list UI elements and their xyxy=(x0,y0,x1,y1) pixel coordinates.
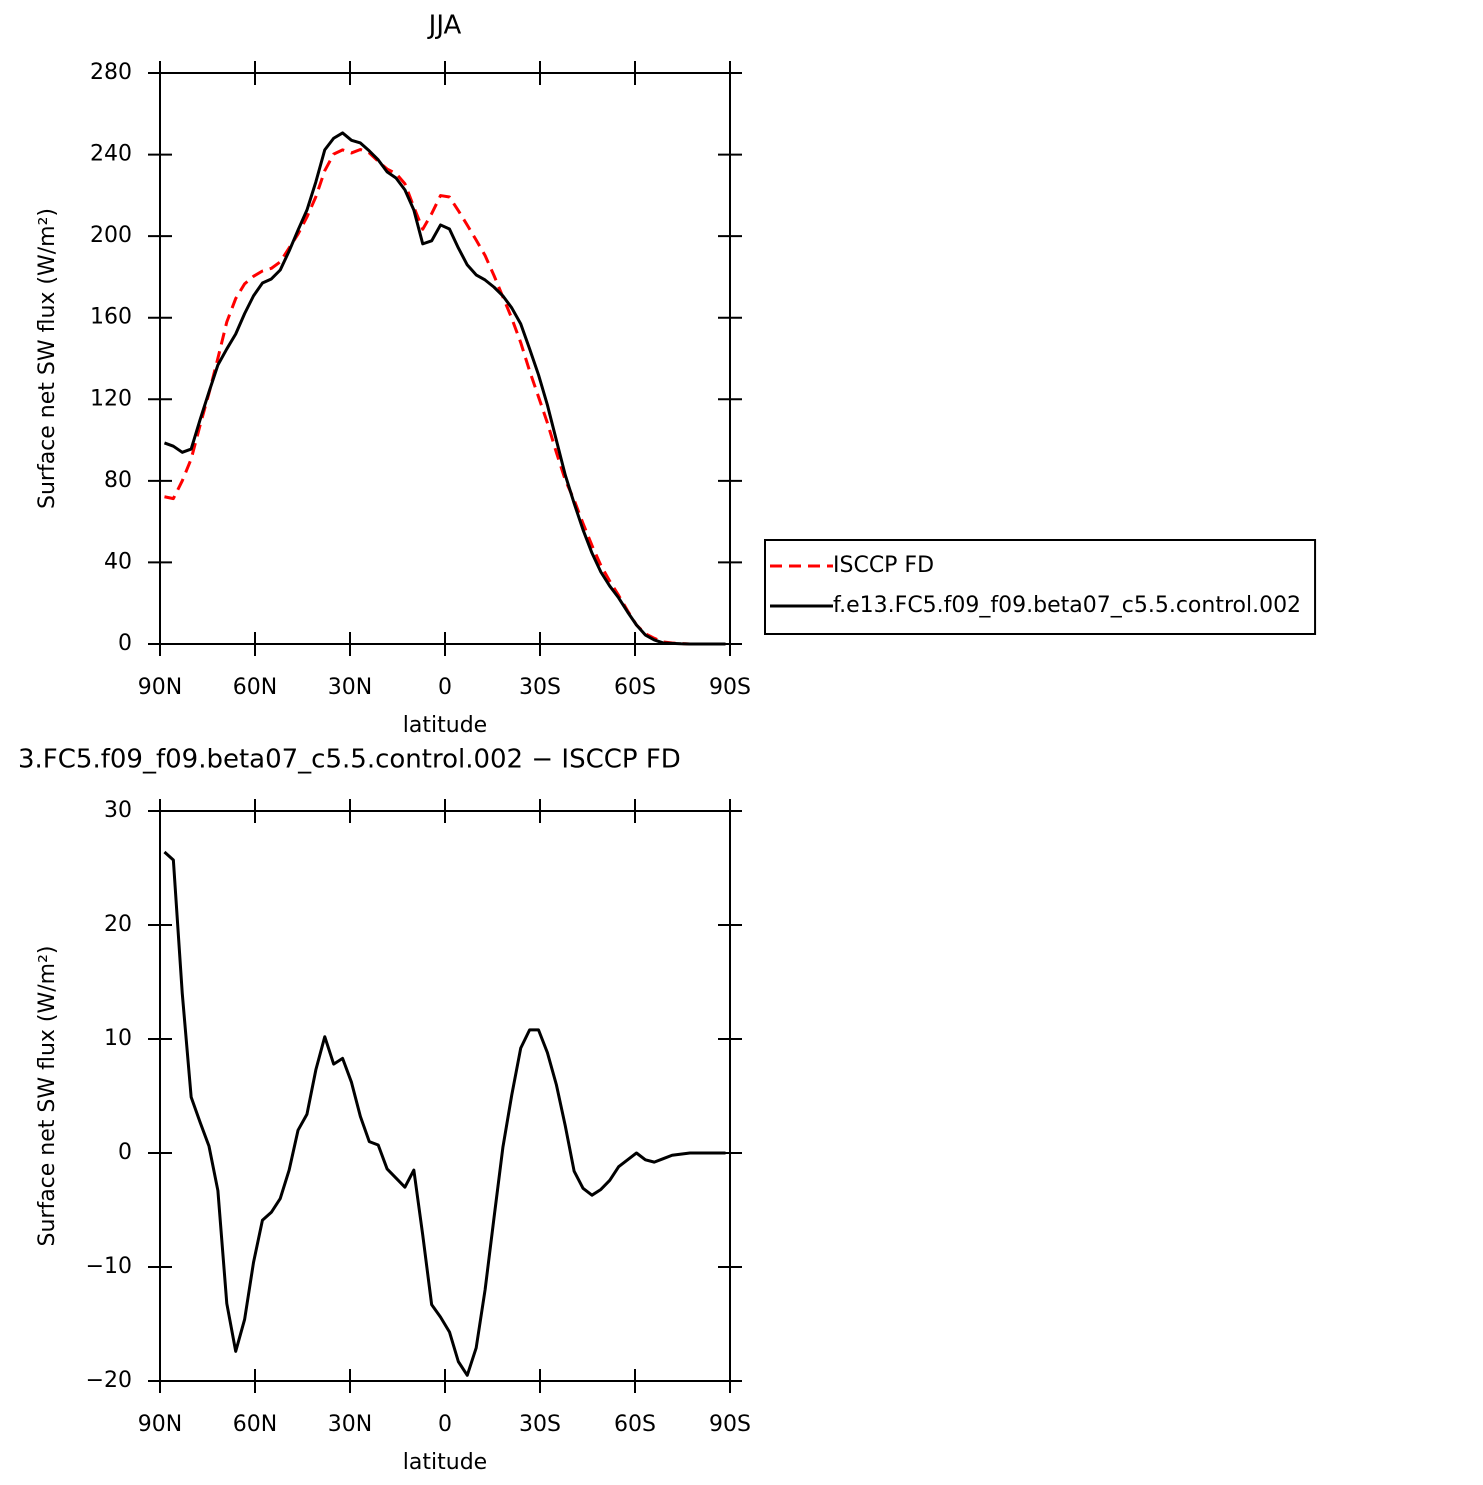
x-tick-label: 90N xyxy=(138,1412,182,1437)
data-line xyxy=(164,147,726,646)
y-axis-label: Surface net SW flux (W/m²) xyxy=(35,208,60,509)
x-tick-label: 60S xyxy=(614,675,656,700)
x-tick-label: 30N xyxy=(328,1412,372,1437)
legend-label: f.e13.FC5.f09_f09.beta07_c5.5.control.00… xyxy=(833,593,1301,618)
x-tick-label: 60N xyxy=(233,1412,277,1437)
y-tick-label: 240 xyxy=(90,142,132,167)
data-line xyxy=(163,850,726,1377)
x-tick-label: 30S xyxy=(519,675,561,700)
y-tick-label: 40 xyxy=(104,549,132,574)
legend-box xyxy=(764,539,1317,635)
y-tick-label: 200 xyxy=(90,223,132,248)
x-tick-label: 0 xyxy=(438,675,452,700)
y-tick-label: 280 xyxy=(90,60,132,85)
y-tick-label: −20 xyxy=(86,1368,132,1393)
x-tick-label: 90N xyxy=(138,675,182,700)
chart-title: JJA xyxy=(427,11,462,41)
x-tick-label: 0 xyxy=(438,1412,452,1437)
data-line xyxy=(163,131,726,646)
x-tick-label: 60S xyxy=(614,1412,656,1437)
y-tick-label: 10 xyxy=(104,1026,132,1051)
chart-title: 3.FC5.f09_f09.beta07_c5.5.control.002 − … xyxy=(18,745,681,775)
x-tick-label: 90S xyxy=(709,675,751,700)
legend-label: ISCCP FD xyxy=(833,553,934,578)
y-tick-label: −10 xyxy=(86,1254,132,1279)
y-tick-label: 20 xyxy=(104,912,132,937)
y-tick-label: 0 xyxy=(118,1140,132,1165)
y-axis-label: Surface net SW flux (W/m²) xyxy=(35,945,60,1246)
x-axis-label: latitude xyxy=(403,1450,487,1475)
y-tick-label: 120 xyxy=(90,386,132,411)
plot-frame xyxy=(159,72,731,645)
plot-frame xyxy=(159,810,731,1382)
x-tick-label: 90S xyxy=(709,1412,751,1437)
y-tick-label: 80 xyxy=(104,468,132,493)
x-tick-label: 60N xyxy=(233,675,277,700)
y-tick-label: 30 xyxy=(104,798,132,823)
x-axis-label: latitude xyxy=(403,713,487,738)
y-tick-label: 0 xyxy=(118,631,132,656)
y-tick-label: 160 xyxy=(90,305,132,330)
x-tick-label: 30N xyxy=(328,675,372,700)
x-tick-label: 30S xyxy=(519,1412,561,1437)
